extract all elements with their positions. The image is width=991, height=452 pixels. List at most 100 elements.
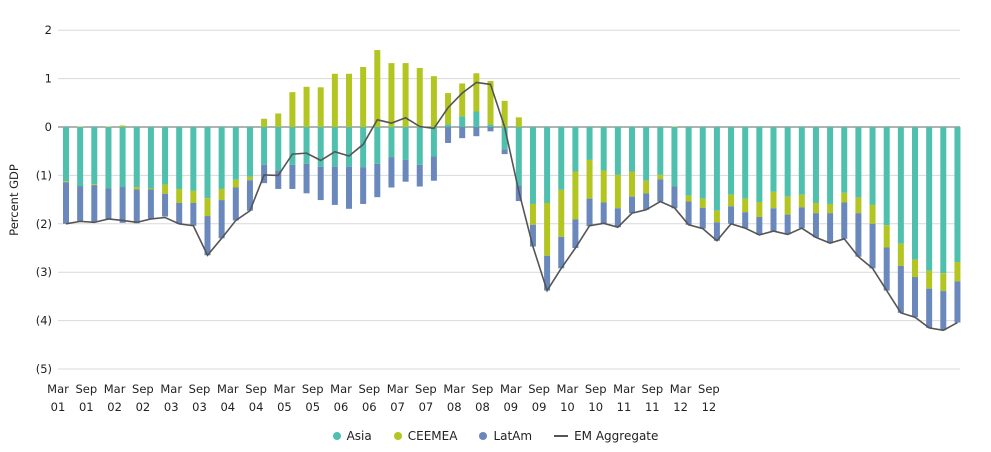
bar-latam bbox=[940, 291, 947, 331]
y-axis-label: Percent GDP bbox=[7, 164, 21, 236]
bar-asia bbox=[430, 127, 437, 157]
bar-latam bbox=[558, 236, 565, 269]
x-tick-label: 02 bbox=[136, 400, 151, 414]
bar-latam bbox=[105, 188, 112, 219]
x-tick-label: Sep bbox=[528, 382, 550, 396]
bar-latam bbox=[841, 202, 848, 239]
x-tick-label: 04 bbox=[249, 400, 264, 414]
bar-ceemea bbox=[529, 203, 536, 225]
x-tick-label: Sep bbox=[245, 382, 267, 396]
bar-latam bbox=[204, 216, 211, 256]
bar-latam bbox=[685, 201, 692, 225]
bar-asia bbox=[770, 127, 777, 192]
x-tick-label: 04 bbox=[220, 400, 235, 414]
bar-ceemea bbox=[784, 196, 791, 215]
bar-ceemea bbox=[105, 126, 112, 128]
bar-latam bbox=[643, 193, 650, 210]
bar-asia bbox=[232, 127, 239, 180]
bar-latam bbox=[629, 196, 635, 214]
legend-item-em-aggregate: EM Aggregate bbox=[554, 429, 658, 443]
bar-asia bbox=[841, 127, 848, 193]
bar-asia bbox=[261, 127, 268, 165]
bar-asia bbox=[940, 127, 947, 274]
x-tick-label: 03 bbox=[192, 400, 207, 414]
bar-ceemea bbox=[954, 262, 961, 282]
y-tick-label: 0 bbox=[45, 120, 52, 134]
bar-latam bbox=[416, 164, 423, 187]
bar-ceemea bbox=[303, 86, 310, 127]
y-tick-label: (2) bbox=[36, 217, 52, 231]
bar-latam bbox=[246, 180, 253, 211]
x-tick-label: 07 bbox=[390, 400, 405, 414]
bar-latam bbox=[162, 193, 169, 217]
bar-ceemea bbox=[544, 202, 551, 256]
x-tick-label: 12 bbox=[702, 400, 717, 414]
bar-ceemea bbox=[770, 191, 777, 209]
bar-latam bbox=[303, 163, 310, 194]
bar-ceemea bbox=[926, 270, 933, 289]
bar-asia bbox=[685, 127, 692, 196]
bar-latam bbox=[346, 166, 352, 209]
bar-asia bbox=[275, 127, 282, 171]
bar-asia bbox=[798, 127, 805, 195]
bar-latam bbox=[232, 187, 239, 221]
x-tick-label: 09 bbox=[503, 400, 518, 414]
bar-latam bbox=[501, 149, 508, 155]
bar-asia bbox=[657, 127, 664, 175]
x-tick-label: Sep bbox=[472, 382, 494, 396]
bar-asia bbox=[629, 127, 635, 172]
bar-latam bbox=[742, 212, 749, 229]
bar-latam bbox=[827, 213, 834, 244]
bar-latam bbox=[445, 127, 452, 143]
bar-ceemea bbox=[388, 63, 395, 127]
x-tick-label: Sep bbox=[641, 382, 663, 396]
bar-latam bbox=[402, 159, 409, 182]
x-tick-label: 06 bbox=[362, 400, 377, 414]
bar-latam bbox=[784, 214, 791, 235]
bar-ceemea bbox=[190, 190, 197, 203]
bar-latam bbox=[77, 186, 84, 222]
bar-ceemea bbox=[827, 203, 834, 214]
x-tick-label: Mar bbox=[613, 382, 635, 396]
bar-latam bbox=[586, 198, 593, 227]
bar-ceemea bbox=[572, 171, 579, 220]
bar-ceemea bbox=[275, 113, 282, 127]
bar-latam bbox=[91, 185, 98, 223]
bar-latam bbox=[487, 127, 494, 132]
legend-label: CEEMEA bbox=[407, 429, 458, 443]
bar-ceemea bbox=[289, 92, 296, 127]
bar-ceemea bbox=[261, 118, 268, 127]
bar-ceemea bbox=[232, 179, 239, 188]
bar-asia bbox=[572, 127, 579, 172]
bar-latam bbox=[614, 208, 621, 228]
bar-ceemea bbox=[331, 73, 338, 127]
bar-asia bbox=[756, 127, 763, 203]
bar-asia bbox=[812, 127, 819, 203]
bar-asia bbox=[133, 127, 140, 188]
bar-latam bbox=[926, 288, 933, 328]
x-tick-label: 12 bbox=[673, 400, 688, 414]
bar-ceemea bbox=[402, 63, 409, 127]
bar-ceemea bbox=[91, 184, 98, 186]
bar-asia bbox=[869, 127, 876, 205]
bar-ceemea bbox=[586, 159, 593, 199]
x-tick-label: Mar bbox=[387, 382, 409, 396]
bar-ceemea bbox=[643, 180, 650, 194]
bar-asia bbox=[289, 127, 296, 165]
bar-asia bbox=[303, 127, 310, 164]
bar-ceemea bbox=[798, 194, 805, 208]
x-tick-label: Mar bbox=[557, 382, 579, 396]
bar-asia bbox=[600, 127, 607, 171]
bar-asia bbox=[388, 127, 395, 158]
bar-asia bbox=[331, 127, 338, 167]
bar-asia bbox=[544, 127, 551, 203]
x-tick-label: 01 bbox=[51, 400, 66, 414]
bar-latam bbox=[912, 277, 918, 318]
bar-ceemea bbox=[430, 76, 437, 127]
bar-ceemea bbox=[360, 66, 367, 127]
bar-asia bbox=[784, 127, 791, 197]
bar-latam bbox=[671, 186, 678, 209]
bar-ceemea bbox=[346, 73, 352, 127]
bar-ceemea bbox=[515, 117, 522, 127]
bar-ceemea bbox=[147, 188, 154, 190]
